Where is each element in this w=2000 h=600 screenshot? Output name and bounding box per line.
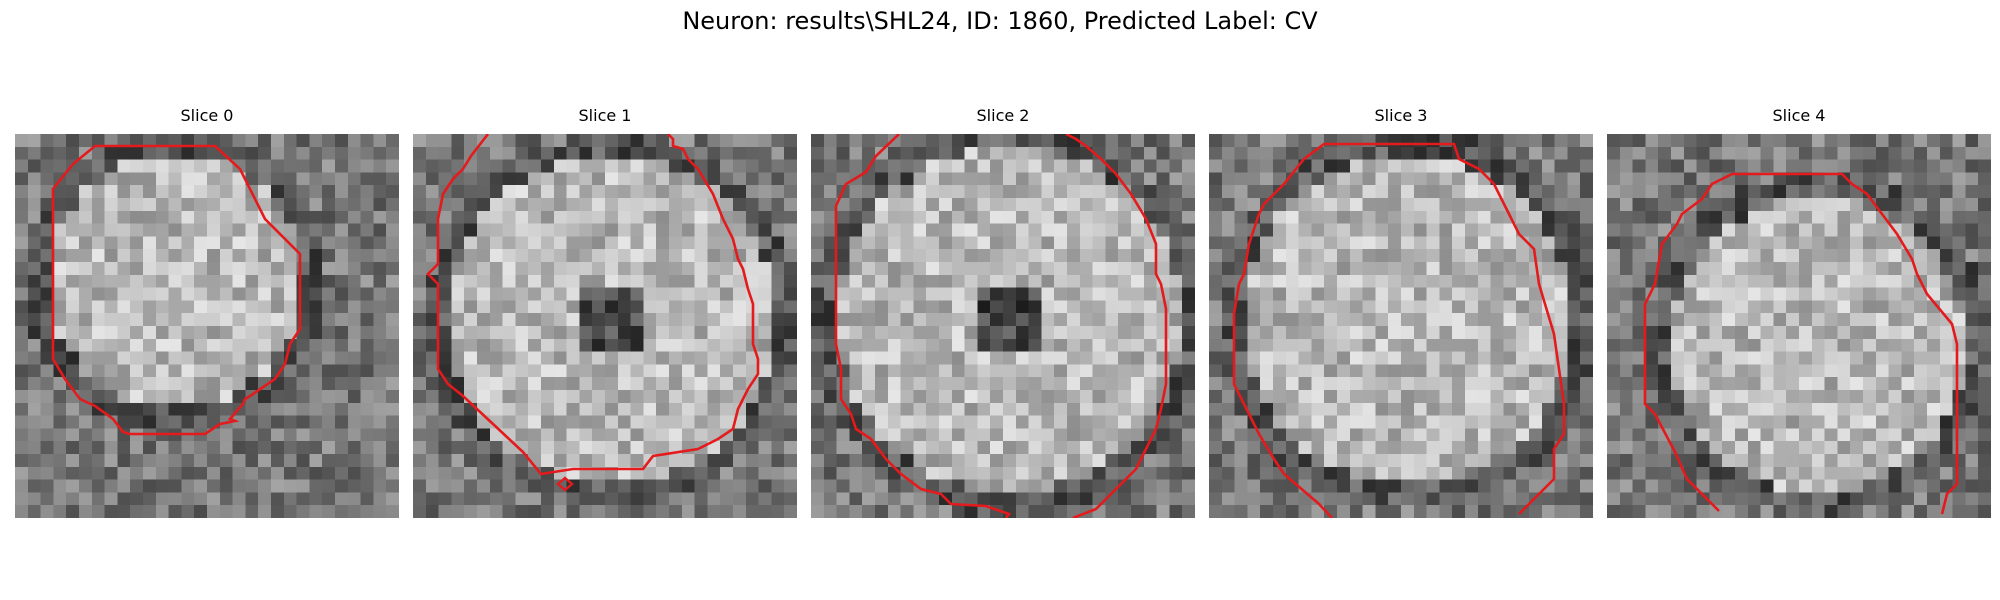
segmentation-contour [51, 144, 302, 436]
grayscale-pixels [1607, 134, 1991, 518]
slice-image [15, 134, 399, 518]
contour-line [834, 134, 1012, 518]
contour-line [51, 144, 302, 436]
slice-image [413, 134, 797, 518]
segmentation-contour [1232, 142, 1566, 518]
grayscale-pixels [811, 134, 1195, 518]
slice-panel-2: Slice 2 [811, 106, 1195, 518]
contour-line [1643, 172, 1959, 515]
slice-image [811, 134, 1195, 518]
contour-line [426, 134, 760, 476]
slice-title: Slice 0 [180, 106, 234, 125]
slice-image [1607, 134, 1991, 518]
slice-title: Slice 3 [1374, 106, 1428, 125]
slice-panel-0: Slice 0 [15, 106, 399, 518]
figure-title: Neuron: results\SHL24, ID: 1860, Predict… [682, 7, 1318, 35]
slice-title: Slice 1 [578, 106, 632, 125]
segmentation-contour [1643, 172, 1959, 515]
grayscale-pixels [15, 134, 399, 518]
slice-panel-4: Slice 4 [1607, 106, 1991, 518]
segmentation-contour [834, 134, 1168, 518]
contour-line [1065, 134, 1168, 518]
slice-panel-1: Slice 1 [413, 106, 797, 518]
contour-island [556, 476, 574, 492]
grayscale-pixels [1209, 134, 1593, 518]
slice-title: Slice 2 [976, 106, 1030, 125]
slice-panel-3: Slice 3 [1209, 106, 1593, 518]
contour-line [1232, 142, 1566, 518]
slice-image [1209, 134, 1593, 518]
grayscale-pixels [413, 134, 797, 518]
segmentation-contour [426, 134, 760, 492]
slice-title: Slice 4 [1772, 106, 1826, 125]
